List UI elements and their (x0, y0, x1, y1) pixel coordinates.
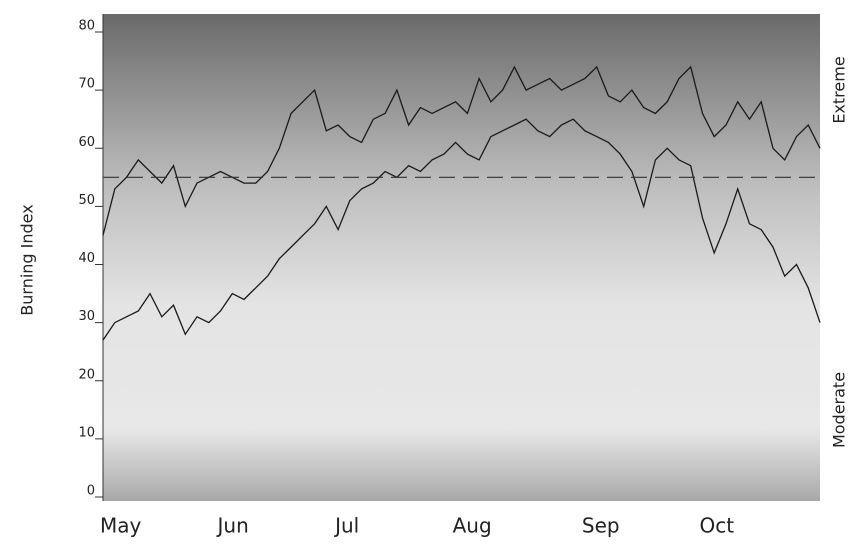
annotation: Moderate (830, 372, 849, 448)
x-tick-label: Jul (333, 514, 359, 538)
y-tick-label: 40 (78, 251, 95, 266)
annotation: Extreme (830, 56, 849, 123)
y-tick-label: 50 (78, 193, 95, 208)
x-tick-label: May (100, 514, 142, 538)
y-tick-label: 30 (78, 309, 95, 324)
x-tick-label: Aug (453, 514, 492, 538)
plot-background (103, 14, 820, 501)
series-line (102, 118, 821, 341)
y-tick-label: 80 (78, 19, 95, 34)
x-tick-label: Oct (699, 514, 734, 538)
x-tick-label: Jun (216, 514, 249, 538)
series-line (102, 65, 821, 236)
y-tick-label: 60 (78, 135, 95, 150)
x-tick-label: Sep (582, 514, 620, 538)
y-tick-label: 0 (87, 484, 95, 499)
y-axis-label: Burning Index (18, 204, 37, 315)
y-tick-label: 70 (78, 77, 95, 92)
y-tick-label: 20 (78, 367, 95, 382)
y-tick-label: 10 (78, 425, 95, 440)
